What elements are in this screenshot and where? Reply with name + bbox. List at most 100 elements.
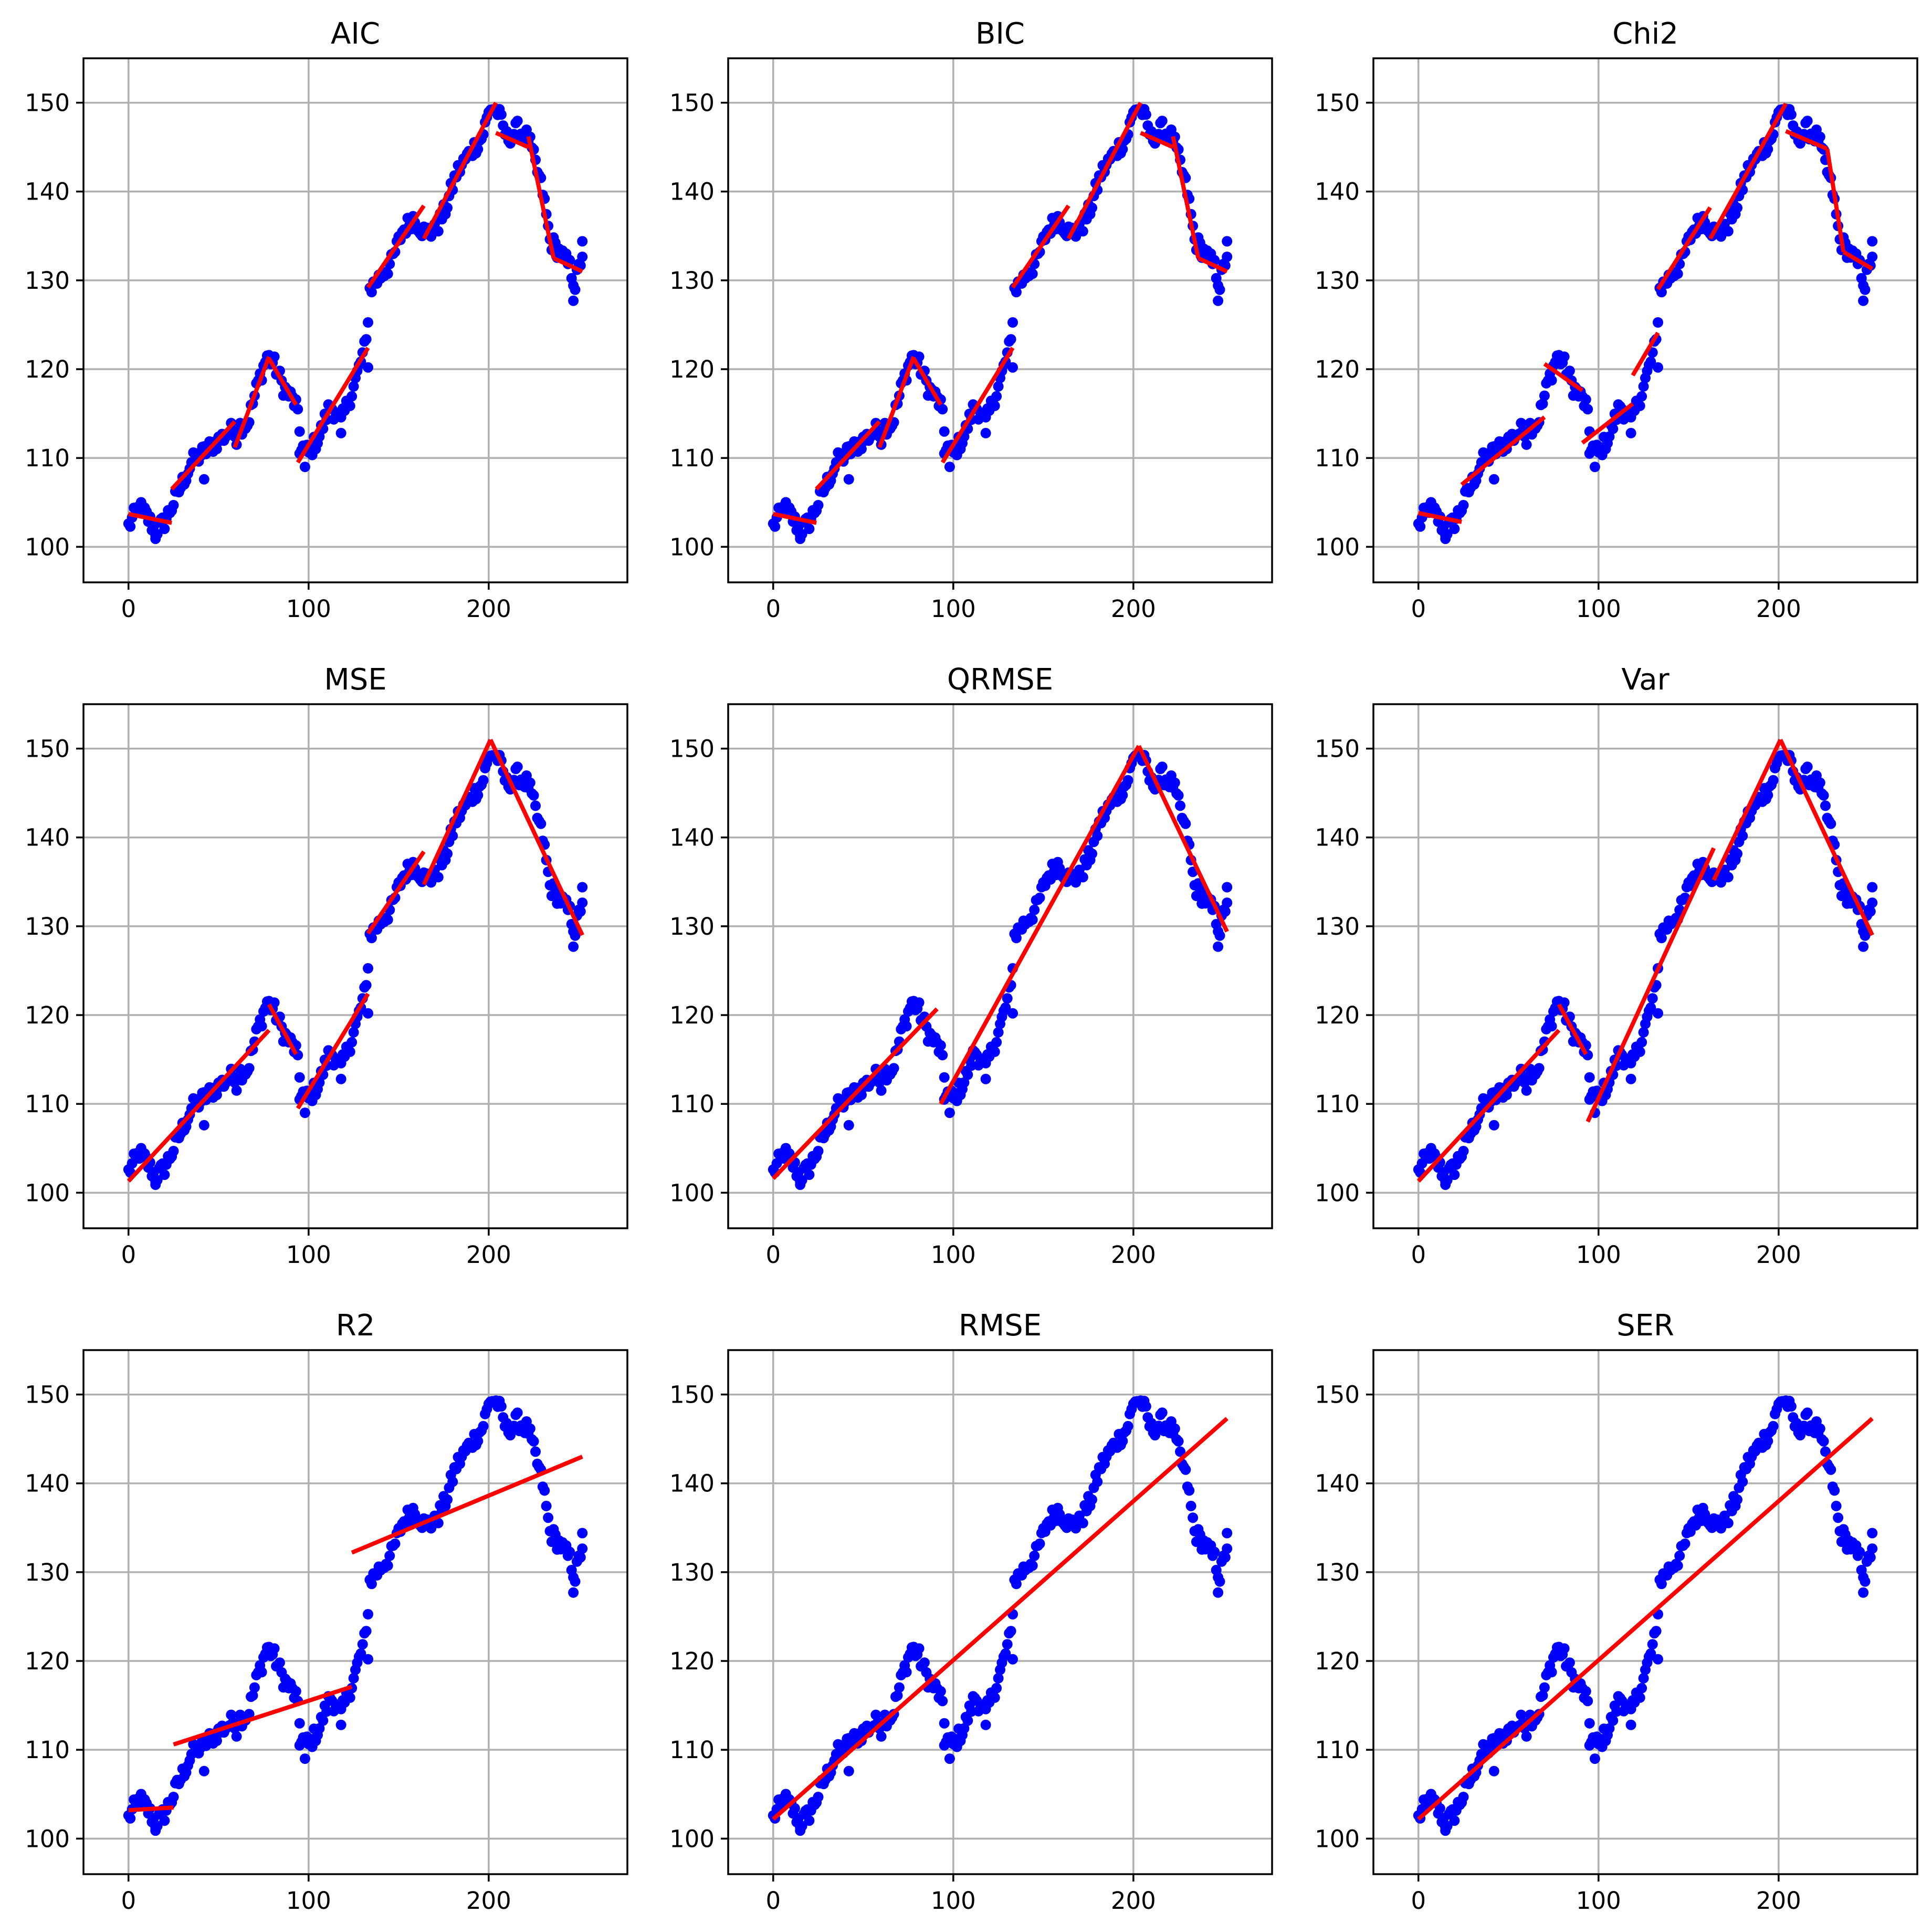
data-point	[290, 1686, 301, 1697]
data-point	[939, 1072, 950, 1083]
data-point	[577, 236, 588, 247]
fit-segment	[1418, 511, 1462, 524]
fit-segment	[495, 131, 529, 149]
data-point	[366, 287, 377, 298]
data-point	[530, 1446, 541, 1457]
data-point	[1000, 1002, 1011, 1013]
data-point	[1865, 906, 1876, 917]
data-point	[1638, 1673, 1649, 1684]
data-point	[944, 1753, 955, 1764]
y-tick-label: 120	[25, 1001, 70, 1029]
data-point	[1539, 390, 1550, 401]
data-point	[198, 474, 209, 485]
data-point	[363, 1654, 373, 1665]
data-point	[959, 1077, 970, 1088]
data-point	[901, 1021, 912, 1032]
y-tick-label: 110	[25, 1736, 70, 1764]
data-point	[1011, 287, 1022, 298]
data-point	[1860, 1576, 1871, 1587]
data-point	[1818, 790, 1829, 801]
data-point	[198, 1765, 209, 1776]
data-point	[993, 381, 1004, 392]
fit-segment	[366, 850, 426, 935]
data-point	[1546, 1667, 1557, 1678]
data-point	[962, 1069, 973, 1080]
data-point	[1825, 818, 1836, 829]
data-point	[1157, 1407, 1168, 1418]
data-point	[1175, 1446, 1185, 1457]
data-point	[1077, 226, 1088, 237]
data-point	[944, 1107, 955, 1119]
x-tick-label: 0	[765, 595, 781, 623]
data-point	[1674, 1550, 1685, 1561]
data-point	[570, 1576, 581, 1587]
data-point	[804, 524, 815, 535]
data-point	[991, 391, 1002, 402]
data-point	[1415, 521, 1426, 532]
data-point	[1858, 1587, 1869, 1598]
y-tick-label: 130	[1315, 913, 1360, 940]
data-point	[478, 1420, 489, 1431]
x-tick-label: 0	[121, 1887, 136, 1915]
y-tick-label: 140	[669, 1470, 715, 1498]
x-tick-label: 200	[1756, 1241, 1801, 1269]
x-tick-label: 100	[1576, 1241, 1621, 1269]
y-tick-label: 130	[25, 267, 70, 295]
data-point	[512, 761, 523, 772]
subplot-title: R2	[336, 1309, 375, 1343]
y-tick-label: 110	[1315, 1736, 1360, 1764]
data-point	[1521, 1731, 1532, 1742]
data-point	[1723, 872, 1734, 883]
data-point	[1440, 534, 1451, 545]
data-point	[1087, 848, 1097, 859]
data-point	[159, 524, 170, 535]
data-point	[348, 1027, 359, 1038]
data-point	[335, 427, 346, 438]
data-point	[568, 1587, 579, 1598]
data-point	[1584, 1094, 1595, 1105]
subplot-aic: 0 100 200 100 110 120 130 140 150 AIC	[25, 17, 628, 623]
data-point	[1584, 448, 1595, 459]
data-point	[211, 1090, 222, 1100]
x-tick-label: 200	[1111, 1887, 1156, 1915]
x-tick-label: 200	[1756, 595, 1801, 623]
data-point	[1449, 1169, 1460, 1180]
data-point	[570, 284, 581, 295]
fit-segment	[1460, 415, 1546, 487]
x-tick-label: 100	[1576, 1887, 1621, 1915]
data-point	[1653, 1008, 1663, 1019]
data-point	[159, 1169, 170, 1180]
fit-segment	[1708, 102, 1788, 240]
data-point	[366, 1579, 377, 1590]
data-point	[292, 404, 303, 415]
data-point	[168, 500, 179, 510]
data-point	[1184, 1485, 1195, 1496]
data-point	[1723, 1518, 1734, 1529]
fit-segment	[351, 1455, 583, 1555]
data-point	[1169, 777, 1180, 788]
data-point	[539, 1485, 550, 1496]
data-point	[577, 1543, 588, 1554]
data-point	[382, 914, 393, 925]
data-point	[568, 941, 579, 952]
x-tick-label: 200	[1756, 1887, 1801, 1915]
data-point	[363, 1008, 373, 1019]
subplot-qrmse: 0 100 200 100 110 120 130 140 150 QRMSE	[669, 663, 1273, 1269]
y-tick-label: 150	[669, 735, 715, 763]
data-point	[1625, 1719, 1636, 1730]
axes-frame	[82, 1349, 628, 1875]
y-tick-label: 140	[25, 824, 70, 852]
y-tick-label: 140	[669, 824, 715, 852]
data-point	[1488, 1120, 1499, 1131]
data-point	[1768, 775, 1779, 786]
data-point	[1488, 1765, 1499, 1776]
fit-segment	[1416, 1029, 1561, 1183]
data-point	[346, 1037, 358, 1048]
data-point	[530, 800, 541, 811]
data-point	[1222, 252, 1233, 263]
data-point	[294, 1718, 305, 1729]
x-tick-label: 100	[931, 1887, 976, 1915]
x-tick-label: 200	[1111, 1241, 1156, 1269]
y-tick-label: 100	[1315, 533, 1360, 561]
data-point	[231, 1731, 242, 1742]
